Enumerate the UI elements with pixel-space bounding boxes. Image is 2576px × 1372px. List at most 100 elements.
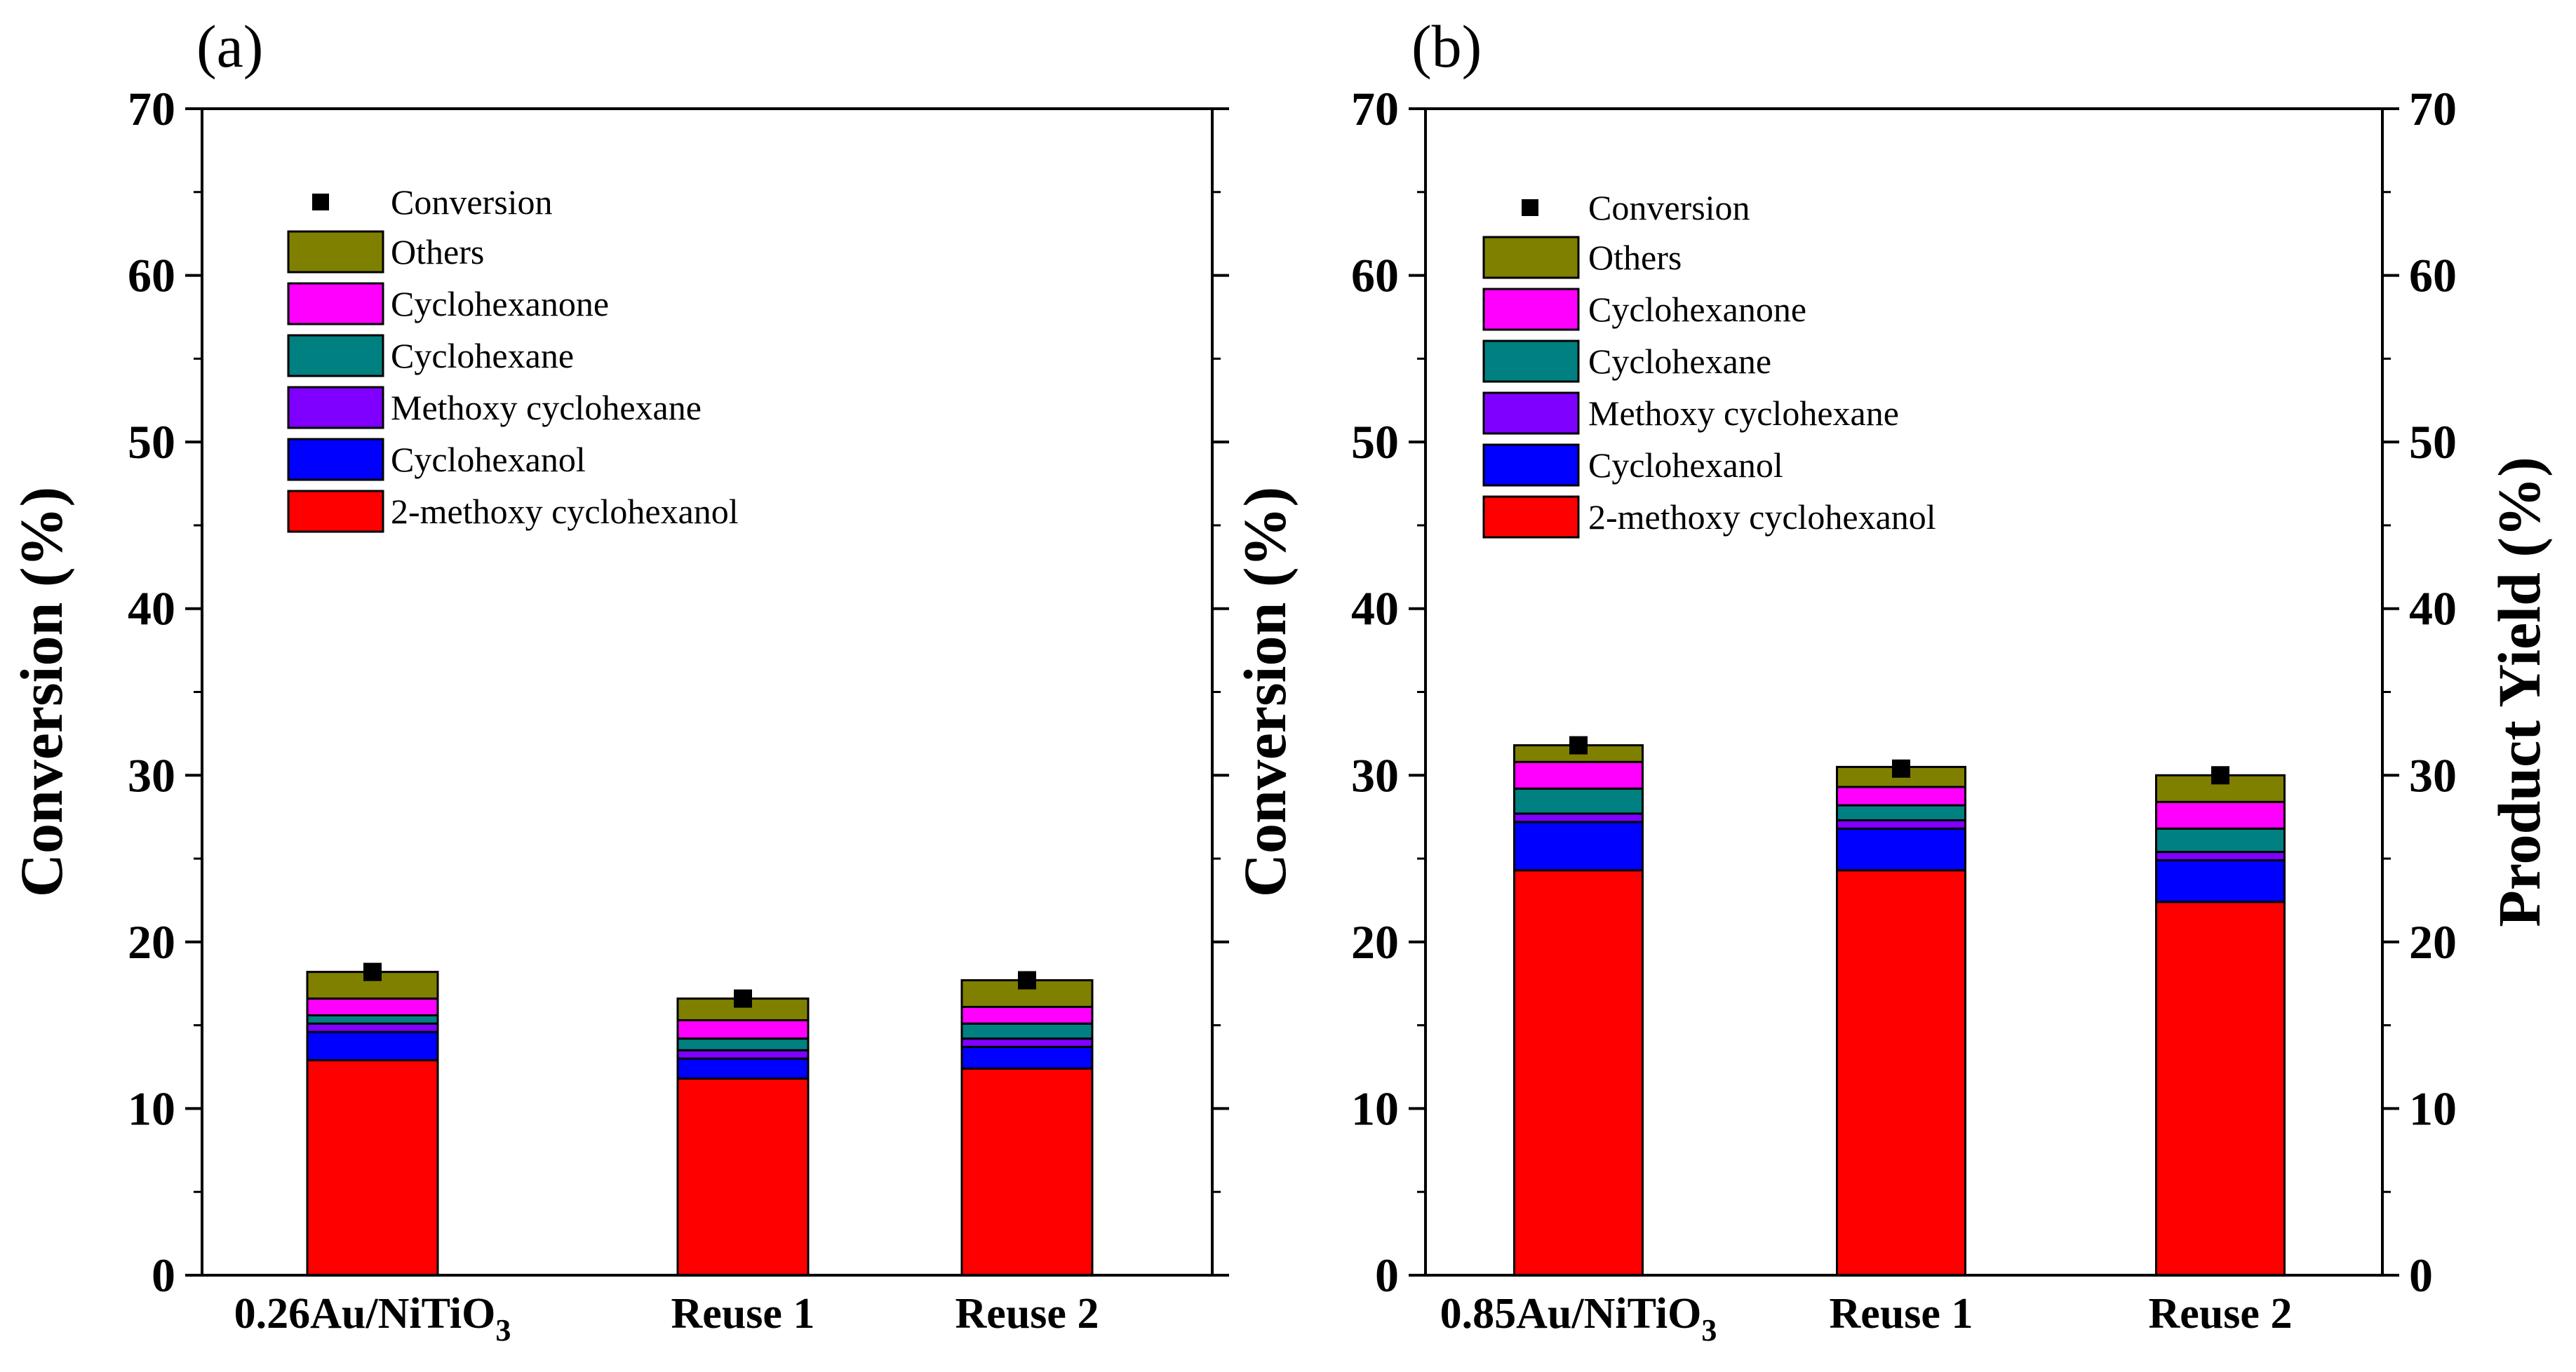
x-tick-label: 0.85Au/NiTiO3 [1440, 1290, 1717, 1347]
y-tick-label: 60 [128, 249, 175, 302]
bar-segment [960, 1067, 1094, 1277]
y-tick-label: 0 [1375, 1249, 1399, 1302]
bar-segment [1513, 812, 1644, 823]
bar-segment [960, 1022, 1094, 1040]
x-tick-label: Reuse 2 [955, 1290, 1099, 1338]
y2-tick-label: 70 [2409, 82, 2457, 135]
panel-label: (a) [196, 13, 263, 80]
bar-segment [306, 1022, 439, 1033]
bar-segment [1836, 827, 1966, 872]
legend-label: Cyclohexanol [1588, 445, 1783, 485]
conversion-marker [2211, 766, 2229, 785]
bar-segment [2155, 827, 2286, 854]
bar-segment [306, 1059, 439, 1277]
conversion-marker [1569, 736, 1588, 755]
legend-label: 2-methoxy cyclohexanol [1588, 497, 1936, 537]
bar-segment [676, 1057, 810, 1080]
conversion-marker [1018, 971, 1036, 990]
y-tick-label: 40 [128, 582, 175, 635]
legend-swatch [287, 230, 384, 274]
legend-swatch [1482, 443, 1580, 487]
conversion-marker [1892, 759, 1910, 778]
bar-segment [1836, 804, 1966, 821]
bar-segment [1836, 819, 1966, 830]
bar-segment [960, 1006, 1094, 1025]
y-axis-title: Conversion (%) [8, 487, 75, 897]
bar-segment [1836, 786, 1966, 807]
bar-segment [676, 1077, 810, 1277]
x-tick-label: Reuse 1 [1830, 1290, 1973, 1338]
y-tick-label: 20 [1351, 915, 1399, 969]
legend-conversion-marker [312, 194, 329, 210]
bar-segment [676, 1037, 810, 1051]
y2-tick-label: 30 [2409, 748, 2457, 802]
x-tick-label: Reuse 1 [671, 1290, 815, 1338]
legend-label: Conversion [1588, 188, 1750, 227]
x-tick-label: Reuse 2 [2149, 1290, 2293, 1338]
legend-swatch [287, 386, 384, 429]
legend-label: Conversion [391, 182, 553, 222]
y-tick-label: 20 [128, 915, 175, 969]
bar-segment [1513, 821, 1644, 872]
y-tick-label: 10 [128, 1082, 175, 1135]
legend: Conversion Others Cyclohexanone Cyclohexane… [287, 182, 739, 533]
bar-stack [2155, 774, 2286, 1277]
y-tick-label: 70 [1351, 82, 1399, 135]
legend-label: Cyclohexanol [391, 440, 586, 479]
panel-b: (b) 0 0 10 10 20 20 30 30 40 40 50 50 60 60 70 70 0.85Au/… [1231, 13, 2553, 1347]
legend-swatch [287, 334, 384, 377]
y-tick-label: 30 [128, 748, 175, 802]
y2-tick-label: 60 [2409, 249, 2457, 302]
bar-segment [2155, 851, 2286, 861]
bar-segment [2155, 901, 2286, 1277]
bar-segment [1513, 869, 1644, 1277]
legend-swatch [287, 490, 384, 533]
y-tick-label: 50 [128, 415, 175, 469]
bar-segment [2155, 800, 2286, 830]
y2-tick-label: 40 [2409, 582, 2457, 635]
legend-label: Cyclohexane [391, 336, 574, 375]
legend-swatch [1482, 236, 1580, 279]
legend-swatch [287, 282, 384, 325]
bar-stack [306, 971, 439, 1277]
y2-axis-title: Product Yield (%) [2486, 457, 2553, 927]
legend-swatch [1482, 339, 1580, 383]
legend-swatch [1482, 495, 1580, 539]
y2-tick-label: 50 [2409, 415, 2457, 469]
bar-segment [1513, 787, 1644, 815]
y-tick-label: 30 [1351, 748, 1399, 802]
bar-stack [1513, 744, 1644, 1277]
legend-label: Methoxy cyclohexane [1588, 394, 1899, 433]
bar-stack [960, 978, 1094, 1277]
conversion-marker [363, 962, 382, 981]
y2-tick-label: 20 [2409, 915, 2457, 969]
bar-stack [676, 997, 810, 1277]
legend-label: Methoxy cyclohexane [391, 388, 702, 427]
y-tick-label: 10 [1351, 1082, 1399, 1135]
legend-label: 2-methoxy cyclohexanol [391, 492, 739, 531]
bar-segment [306, 1030, 439, 1062]
legend-swatch [1482, 391, 1580, 435]
bar-segment [960, 1037, 1094, 1049]
conversion-marker [734, 989, 752, 1008]
bar-segment [676, 1019, 810, 1040]
y2-tick-label: 0 [2409, 1249, 2433, 1302]
legend-label: Others [1588, 238, 1682, 277]
bar-segment [2155, 859, 2286, 903]
bar-segment [306, 1014, 439, 1025]
y2-tick-label: 10 [2409, 1082, 2457, 1135]
legend-swatch [1482, 288, 1580, 331]
y-tick-label: 70 [128, 82, 175, 135]
bar-segment [1513, 760, 1644, 790]
legend-label: Cyclohexane [1588, 342, 1771, 381]
bar-stack [1836, 765, 1966, 1277]
panel-a: (a) 0 10 20 30 40 50 60 70 0.26Au/NiTiO3 Reuse 1 Re… [8, 13, 1229, 1347]
y-axis-title: Conversion (%) [1231, 487, 1299, 897]
legend-conversion-marker [1522, 199, 1538, 216]
bar-segment [1836, 869, 1966, 1277]
legend-label: Cyclohexanone [1588, 290, 1806, 329]
y-tick-label: 60 [1351, 249, 1399, 302]
legend-label: Cyclohexanone [391, 284, 609, 323]
bar-segment [306, 997, 439, 1016]
